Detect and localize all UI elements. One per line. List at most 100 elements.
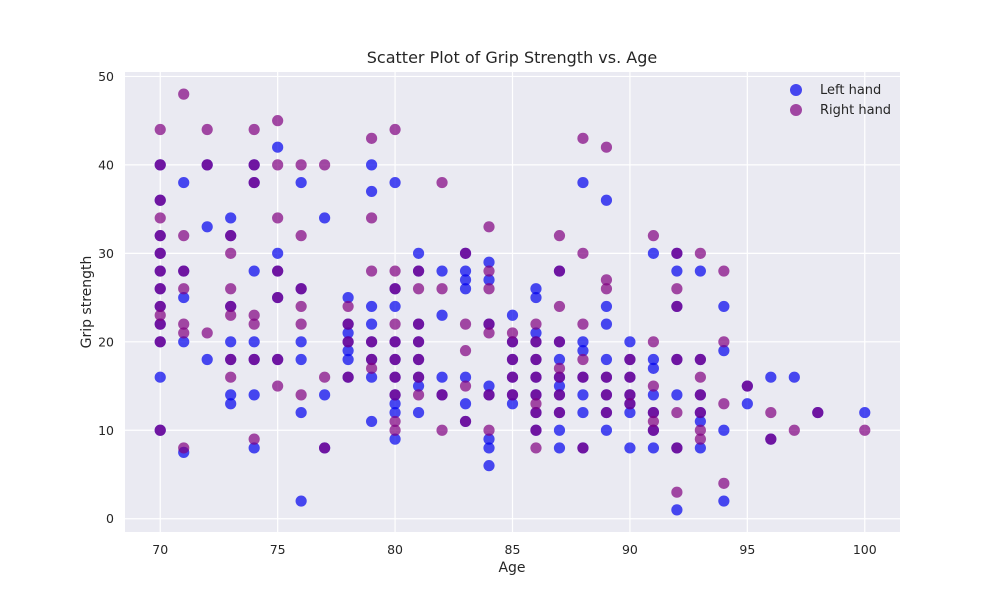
point-right-hand bbox=[459, 318, 472, 330]
point-left-hand bbox=[600, 424, 613, 436]
point-right-hand bbox=[694, 389, 706, 401]
point-right-hand bbox=[248, 123, 260, 136]
point-right-hand bbox=[530, 442, 542, 454]
point-right-hand bbox=[295, 230, 307, 242]
point-right-hand bbox=[600, 141, 613, 153]
point-left-hand bbox=[483, 380, 495, 392]
point-right-hand bbox=[225, 353, 237, 366]
point-right-hand bbox=[530, 318, 542, 330]
point-right-hand bbox=[788, 424, 800, 436]
legend-marker-left-hand bbox=[790, 84, 802, 96]
point-left-hand bbox=[295, 406, 307, 419]
point-left-hand bbox=[389, 433, 401, 445]
point-right-hand bbox=[530, 398, 542, 410]
point-left-hand bbox=[483, 274, 495, 286]
point-left-hand bbox=[178, 291, 190, 304]
point-left-hand bbox=[718, 300, 730, 313]
point-right-hand bbox=[248, 159, 260, 171]
point-left-hand bbox=[201, 221, 213, 233]
point-right-hand bbox=[342, 300, 354, 313]
point-right-hand bbox=[178, 88, 190, 100]
point-right-hand bbox=[365, 336, 378, 348]
point-left-hand bbox=[154, 371, 166, 383]
point-right-hand bbox=[718, 398, 730, 410]
point-right-hand bbox=[530, 353, 542, 366]
point-right-hand bbox=[412, 353, 425, 366]
point-right-hand bbox=[506, 327, 519, 339]
point-left-hand bbox=[530, 291, 542, 304]
point-left-hand bbox=[530, 283, 542, 295]
point-right-hand bbox=[812, 406, 824, 419]
point-right-hand bbox=[624, 398, 636, 410]
point-right-hand bbox=[553, 389, 566, 401]
x-tick-label: 100 bbox=[853, 542, 877, 557]
point-left-hand bbox=[295, 336, 307, 348]
point-left-hand bbox=[741, 398, 753, 410]
point-right-hand bbox=[272, 291, 284, 304]
point-left-hand bbox=[365, 371, 378, 383]
point-left-hand bbox=[459, 283, 472, 295]
point-right-hand bbox=[365, 212, 378, 224]
point-left-hand bbox=[577, 406, 589, 419]
point-right-hand bbox=[342, 318, 354, 330]
point-right-hand bbox=[389, 318, 401, 330]
point-right-hand bbox=[483, 265, 495, 277]
point-right-hand bbox=[178, 283, 190, 295]
point-left-hand bbox=[225, 212, 237, 224]
point-left-hand bbox=[483, 460, 495, 472]
point-right-hand bbox=[436, 176, 448, 189]
point-right-hand bbox=[624, 353, 636, 366]
point-left-hand bbox=[365, 318, 378, 330]
point-left-hand bbox=[342, 327, 354, 339]
point-right-hand bbox=[365, 132, 378, 144]
point-right-hand bbox=[624, 371, 636, 383]
point-right-hand bbox=[694, 371, 706, 383]
point-right-hand bbox=[671, 442, 683, 454]
x-tick-label: 80 bbox=[387, 542, 403, 557]
point-right-hand bbox=[694, 247, 706, 259]
point-left-hand bbox=[412, 380, 425, 392]
point-left-hand bbox=[178, 336, 190, 348]
point-right-hand bbox=[483, 327, 495, 339]
x-tick-label: 85 bbox=[505, 542, 521, 557]
point-left-hand bbox=[436, 309, 448, 321]
point-right-hand bbox=[483, 221, 495, 233]
point-right-hand bbox=[389, 283, 401, 295]
point-left-hand bbox=[788, 371, 800, 383]
point-left-hand bbox=[342, 345, 354, 357]
chart-title: Scatter Plot of Grip Strength vs. Age bbox=[367, 48, 657, 67]
point-right-hand bbox=[459, 380, 472, 392]
point-right-hand bbox=[765, 406, 777, 419]
point-left-hand bbox=[248, 389, 260, 401]
point-right-hand bbox=[295, 389, 307, 401]
x-tick-label: 70 bbox=[152, 542, 168, 557]
point-right-hand bbox=[342, 371, 354, 383]
point-right-hand bbox=[412, 318, 425, 330]
point-left-hand bbox=[365, 185, 378, 198]
point-left-hand bbox=[389, 406, 401, 419]
point-left-hand bbox=[342, 291, 354, 304]
point-left-hand bbox=[647, 389, 660, 401]
point-right-hand bbox=[600, 406, 613, 419]
x-axis-ticks: 70 75 80 85 90 95 100 bbox=[152, 542, 876, 557]
point-right-hand bbox=[694, 424, 706, 436]
point-right-hand bbox=[365, 353, 378, 366]
x-tick-label: 75 bbox=[270, 542, 286, 557]
point-right-hand bbox=[319, 159, 331, 171]
point-right-hand bbox=[295, 159, 307, 171]
point-right-hand bbox=[365, 265, 378, 277]
point-left-hand bbox=[600, 353, 613, 366]
point-right-hand bbox=[530, 424, 542, 436]
point-left-hand bbox=[319, 389, 331, 401]
point-left-hand bbox=[483, 256, 495, 268]
point-right-hand bbox=[671, 486, 683, 498]
point-left-hand bbox=[694, 415, 706, 428]
point-right-hand bbox=[553, 371, 566, 383]
point-right-hand bbox=[647, 230, 660, 242]
point-left-hand bbox=[342, 353, 354, 366]
point-left-hand bbox=[459, 265, 472, 277]
point-right-hand bbox=[694, 433, 706, 445]
point-right-hand bbox=[154, 159, 166, 171]
x-axis-label: Age bbox=[498, 560, 525, 576]
point-right-hand bbox=[295, 318, 307, 330]
